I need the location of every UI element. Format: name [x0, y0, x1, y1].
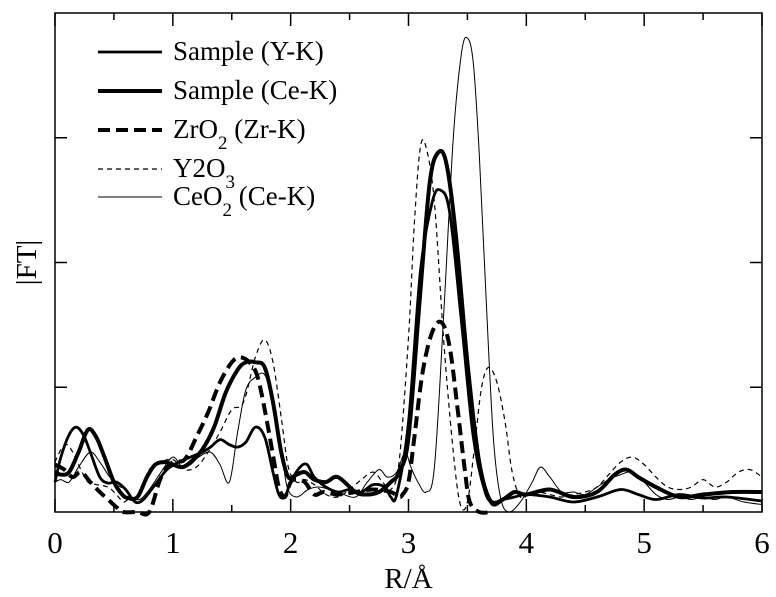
- series-line-y2o3: [54, 139, 763, 511]
- x-tick-label: 4: [519, 525, 535, 560]
- x-tick-label: 5: [636, 525, 652, 560]
- legend-label-sample-ce-k: Sample (Ce-K): [173, 75, 337, 105]
- series-line-ceo2-ce-k: [54, 36, 763, 513]
- x-tick-label: 3: [401, 525, 417, 560]
- axis-ticks: [54, 13, 763, 512]
- x-tick-labels: 0 1 2 3 4 5 6: [47, 525, 770, 560]
- legend: Sample (Y-K) Sample (Ce-K) ZrO2 (Zr-K)Y2O3…: [98, 36, 337, 221]
- x-tick-label: 0: [47, 525, 63, 560]
- legend-label-sample-y-k: Sample (Y-K): [173, 36, 324, 66]
- plot-lines: [53, 36, 763, 517]
- series-line-sample-ce-k: [54, 148, 763, 507]
- legend-label-ceo2-ce-k: CeO2 (Ce-K): [173, 181, 315, 221]
- x-tick-label: 2: [283, 525, 299, 560]
- series-line-zro2-zr-k: [54, 319, 492, 517]
- x-axis-label: R/Å: [384, 563, 432, 595]
- y-axis-label: |FT|: [11, 240, 43, 285]
- x-tick-label: 1: [165, 525, 181, 560]
- legend-label-zro2-zr-k: ZrO2 (Zr-K): [173, 114, 306, 154]
- x-tick-label: 6: [754, 525, 770, 560]
- legend-label-y2o3: Y2O3: [173, 153, 235, 193]
